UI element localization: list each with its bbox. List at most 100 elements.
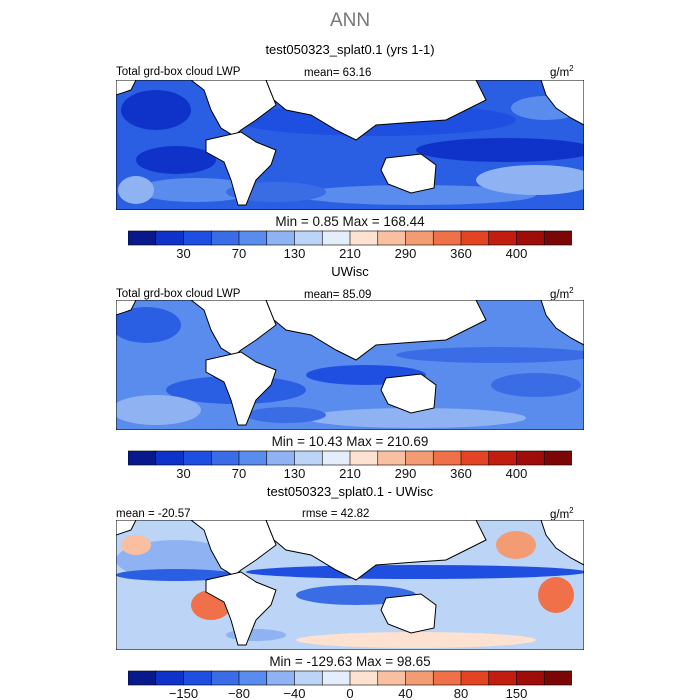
colorbar-swatch	[128, 450, 157, 466]
panel-3-left-label: mean = -20.57	[116, 508, 191, 520]
panel-2-land-australia	[380, 373, 437, 414]
colorbar-swatch	[155, 670, 185, 686]
panel-2-land-asia	[265, 300, 487, 361]
colorbar-tick-label: 360	[450, 246, 472, 260]
colorbar-swatch	[488, 670, 518, 686]
colorbar-swatch	[183, 670, 212, 686]
panel-3-min-max: Min = -129.63 Max = 98.65	[269, 654, 431, 669]
panel-3-units: g/m2	[550, 506, 574, 521]
colorbar-swatch	[155, 230, 185, 246]
panel-3-land-asia	[265, 520, 487, 581]
colorbar-tick-label: −150	[169, 686, 198, 700]
panel-2-left-label: Total grd-box cloud LWP	[116, 288, 241, 300]
panel-3-colorbar: −150 −80 −40 0 40 80 150	[128, 670, 572, 700]
panel-1-title: test050323_splat0.1 (yrs 1-1)	[265, 42, 435, 57]
colorbar-swatch	[405, 670, 434, 686]
colorbar-swatch	[238, 670, 268, 686]
colorbar-tick-label: 80	[454, 686, 468, 700]
colorbar-tick-label: 0	[346, 686, 353, 700]
panel-1-colorbar: 30 70 130 210 290 360 400	[128, 230, 572, 260]
colorbar-swatch	[238, 230, 268, 246]
colorbar-tick-label: 130	[284, 246, 306, 260]
panel-2-mean-label: mean= 85.09	[304, 289, 372, 301]
figure-title: ANN	[329, 10, 371, 31]
colorbar-swatch	[543, 450, 572, 466]
panel-2-land-americas-east	[540, 300, 584, 346]
colorbar-tick-label: 70	[232, 246, 246, 260]
colorbar-swatch	[377, 230, 407, 246]
colorbar-swatch	[516, 450, 545, 466]
panel-3-title: test050323_splat0.1 - UWisc	[266, 484, 434, 499]
colorbar-tick-label: 210	[339, 246, 361, 260]
panel-3-land-africa	[205, 571, 277, 646]
colorbar-swatch	[432, 450, 462, 466]
colorbar-swatch	[516, 670, 545, 686]
colorbar-swatch	[210, 230, 240, 246]
colorbar-tick-label: −80	[228, 686, 250, 700]
colorbar-swatch	[349, 670, 379, 686]
panel-2-colorbar: 30 70 130 210 290 360 400	[128, 450, 572, 480]
colorbar-tick-label: 210	[339, 466, 361, 480]
colorbar-tick-label: 70	[232, 466, 246, 480]
panel-1-land-asia	[265, 80, 487, 141]
colorbar-swatch	[405, 230, 434, 246]
panel-2-land-africa	[205, 351, 277, 426]
panel-1-units: g/m2	[550, 64, 574, 79]
colorbar-swatch	[238, 450, 268, 466]
colorbar-swatch	[128, 230, 157, 246]
colorbar-swatch	[488, 450, 518, 466]
panel-1-min-max: Min = 0.85 Max = 168.44	[275, 214, 425, 229]
colorbar-swatch	[377, 450, 407, 466]
colorbar-swatch	[294, 230, 323, 246]
colorbar-swatch	[210, 450, 240, 466]
panel-1-land-americas-west	[116, 80, 137, 96]
panel-2-units: g/m2	[550, 286, 574, 301]
colorbar-tick-label: 30	[176, 246, 190, 260]
colorbar-swatch	[432, 670, 462, 686]
colorbar-swatch	[321, 670, 351, 686]
colorbar-swatch	[183, 450, 212, 466]
panel-2-min-max: Min = 10.43 Max = 210.69	[271, 434, 429, 449]
colorbar-tick-label: 290	[395, 246, 417, 260]
colorbar-swatch	[321, 450, 351, 466]
panel-3-map	[116, 520, 584, 650]
colorbar-swatch	[349, 230, 379, 246]
colorbar-swatch	[432, 230, 462, 246]
colorbar-swatch	[128, 670, 157, 686]
panel-3-rmse-label: rmse = 42.82	[302, 508, 370, 520]
colorbar-swatch	[543, 230, 572, 246]
colorbar-swatch	[460, 670, 490, 686]
colorbar-swatch	[155, 450, 185, 466]
colorbar-swatch	[210, 670, 240, 686]
colorbar-swatch	[266, 670, 296, 686]
panel-3-land-americas-west	[116, 520, 137, 536]
panel-1-land-australia	[380, 153, 437, 194]
colorbar-tick-label: 150	[506, 686, 528, 700]
colorbar-tick-label: 400	[506, 246, 528, 260]
colorbar-swatch	[516, 230, 545, 246]
panel-1-map	[116, 80, 584, 210]
panel-3-land-australia	[380, 593, 437, 634]
colorbar-swatch	[266, 450, 296, 466]
colorbar-swatch	[488, 230, 518, 246]
colorbar-swatch	[543, 670, 572, 686]
panel-2-map	[116, 300, 584, 430]
panel-2-title: UWisc	[331, 264, 369, 279]
colorbar-swatch	[266, 230, 296, 246]
colorbar-swatch	[377, 670, 407, 686]
colorbar-tick-label: 30	[176, 466, 190, 480]
panel-1-left-label: Total grd-box cloud LWP	[116, 66, 241, 78]
colorbar-tick-label: −40	[283, 686, 305, 700]
colorbar-swatch	[321, 230, 351, 246]
colorbar-tick-label: 400	[506, 466, 528, 480]
colorbar-swatch	[405, 450, 434, 466]
panel-1-land-africa	[205, 131, 277, 206]
panel-3-land-americas-east	[540, 520, 584, 566]
colorbar-swatch	[183, 230, 212, 246]
colorbar-tick-label: 130	[284, 466, 306, 480]
colorbar-swatch	[294, 450, 323, 466]
colorbar-swatch	[460, 450, 490, 466]
panel-2-land-americas-west	[116, 300, 137, 316]
colorbar-swatch	[460, 230, 490, 246]
colorbar-swatch	[349, 450, 379, 466]
